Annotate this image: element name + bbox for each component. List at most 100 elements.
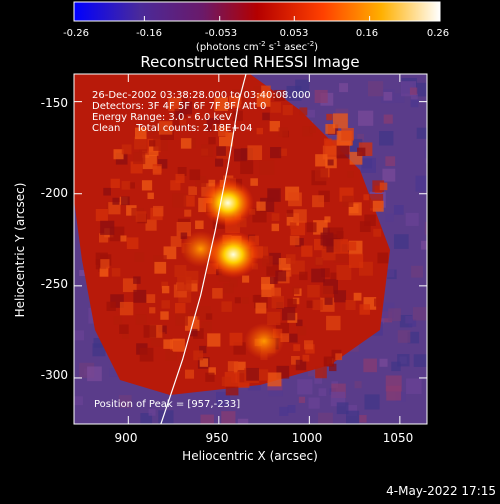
emission-cell xyxy=(229,278,238,288)
emission-cell xyxy=(280,333,290,343)
emission-cell xyxy=(135,211,147,222)
emission-cell xyxy=(149,307,156,314)
emission-cell xyxy=(216,146,226,156)
emission-cell xyxy=(336,145,350,159)
emission-cell xyxy=(347,241,357,251)
emission-cell xyxy=(359,304,370,315)
emission-cell xyxy=(326,315,341,331)
noise-cell xyxy=(394,93,405,103)
emission-cell xyxy=(269,121,280,132)
annotation-counts: Clean Total counts: 2.18E+04 xyxy=(92,123,252,134)
emission-cell xyxy=(113,149,124,160)
emission-cell xyxy=(173,340,185,352)
emission-cell xyxy=(214,97,228,111)
emission-cell xyxy=(306,222,317,233)
emission-cell xyxy=(252,208,267,223)
noise-cell xyxy=(397,330,411,343)
emission-cell xyxy=(233,361,246,374)
emission-cell xyxy=(175,303,186,314)
emission-cell xyxy=(288,333,298,343)
emission-cell xyxy=(165,349,177,361)
noise-cell xyxy=(406,378,422,394)
emission-cell xyxy=(180,138,192,149)
noise-cell xyxy=(354,381,362,389)
emission-cell xyxy=(168,97,182,111)
emission-cell xyxy=(275,270,287,282)
emission-cell xyxy=(205,372,215,382)
emission-cell xyxy=(112,197,120,205)
noise-cell xyxy=(409,87,418,95)
emission-cell xyxy=(161,285,170,294)
solar-limb xyxy=(160,74,247,424)
noise-cell xyxy=(287,405,296,413)
x-axis-ticks xyxy=(127,74,401,424)
emission-cell xyxy=(267,372,282,387)
emission-cell xyxy=(330,272,338,280)
noise-cell xyxy=(359,415,367,423)
source-1 xyxy=(207,231,260,278)
emission-cell xyxy=(327,159,334,166)
emission-cell xyxy=(126,237,139,250)
emission-cell xyxy=(147,192,154,200)
emission-cell xyxy=(189,169,201,181)
noise-cell xyxy=(405,315,413,324)
emission-cell xyxy=(374,298,382,307)
emission-cell xyxy=(229,95,241,108)
noise-cell xyxy=(412,307,427,321)
emission-cell xyxy=(121,196,130,206)
emission-cell xyxy=(172,193,187,208)
noise-cell xyxy=(411,265,424,278)
noise-cell xyxy=(391,361,401,372)
emission-cell xyxy=(259,160,275,176)
emission-cell xyxy=(324,216,331,223)
emission-cell xyxy=(100,220,115,235)
emission-cell xyxy=(290,260,305,275)
emission-cell xyxy=(148,140,156,147)
noise-cell xyxy=(410,99,419,108)
source-2 xyxy=(180,231,221,267)
emission-cell xyxy=(345,299,356,311)
emission-cell xyxy=(177,276,192,292)
emission-cell xyxy=(287,298,297,309)
chart-title: Reconstructed RHESSI Image xyxy=(140,53,359,71)
emission-cell xyxy=(312,195,325,208)
noise-cell xyxy=(360,157,376,173)
colorbar-gradient xyxy=(74,2,440,21)
noise-cell xyxy=(279,406,289,416)
noise-cell xyxy=(405,212,419,226)
y-axis-label: Heliocentric Y (arcsec) xyxy=(13,183,27,318)
emission-cell xyxy=(110,178,120,189)
emission-cell xyxy=(103,187,111,196)
emission-cell xyxy=(195,220,204,230)
noise-cell xyxy=(378,131,394,146)
emission-cell xyxy=(161,281,169,289)
emission-cell xyxy=(301,245,313,257)
emission-cell xyxy=(267,311,281,326)
emission-cell xyxy=(261,85,271,96)
x-tick-label-900: 900 xyxy=(115,431,138,445)
colorbar-frame xyxy=(73,1,441,22)
emission-cell xyxy=(119,301,134,316)
noise-cell xyxy=(393,204,404,215)
noise-cell xyxy=(413,354,427,367)
emission-cell xyxy=(320,232,334,246)
emission-cell xyxy=(318,190,330,203)
emission-cell xyxy=(295,237,304,247)
emission-cell xyxy=(335,353,343,361)
y-axis-ticks xyxy=(74,101,427,379)
emission-cell xyxy=(227,361,239,372)
emission-cell xyxy=(111,268,121,277)
emission-cell xyxy=(282,105,293,116)
emission-cell xyxy=(154,261,167,274)
emission-cell xyxy=(152,205,164,217)
noise-cell xyxy=(297,379,313,395)
emission-cell xyxy=(271,295,285,309)
noise-cell xyxy=(93,337,104,348)
colorbar: -0.26 -0.16 -0.053 0.053 0.16 0.26 (phot… xyxy=(63,1,449,53)
emission-cell xyxy=(372,200,384,212)
emission-cell xyxy=(135,314,147,325)
noise-cell xyxy=(346,410,360,424)
noise-cell xyxy=(385,375,402,392)
noise-cell xyxy=(415,175,427,192)
emission-cell xyxy=(373,228,382,237)
